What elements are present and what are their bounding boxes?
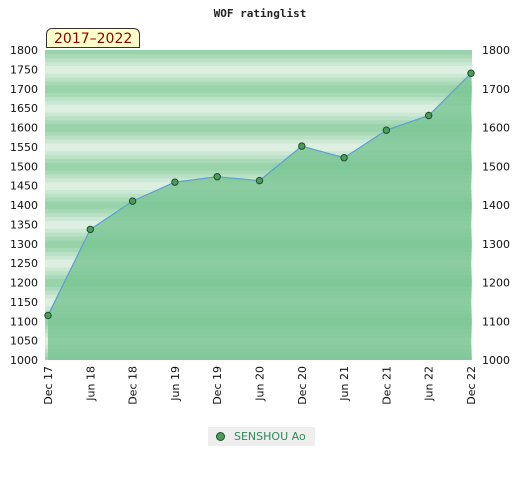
period-label: 2017–2022	[46, 28, 141, 48]
background-band	[45, 57, 472, 63]
x-tick-label: Jun 22	[423, 366, 436, 402]
background-band	[45, 104, 472, 109]
background-band	[45, 84, 472, 90]
left-tick-label: 1750	[10, 63, 38, 76]
x-tick-label: Dec 18	[127, 366, 140, 405]
data-point	[171, 178, 179, 186]
x-tick-label: Jun 20	[254, 366, 267, 402]
data-point	[128, 197, 137, 205]
right-tick-label: 1000	[482, 354, 510, 367]
left-axis: 1000 1050 1100 1150 1200 1250 1300 1350 1400 1450…	[10, 44, 38, 367]
background-band	[45, 53, 472, 59]
background-band	[45, 61, 472, 66]
right-axis: 1000 1100 1200 1300 1400 1500 1600 1700 1800	[482, 44, 510, 367]
legend-series-label: SENSHOU Ao	[234, 430, 306, 443]
x-tick-label: Jun 21	[338, 366, 351, 402]
data-point	[213, 173, 221, 181]
left-tick-label: 1500	[10, 160, 38, 173]
background-band	[45, 65, 472, 70]
background-band	[45, 139, 472, 144]
right-tick-label: 1700	[482, 83, 510, 96]
chart-title: WOF ratinglist	[214, 7, 307, 20]
data-point	[467, 69, 475, 77]
left-tick-label: 1350	[10, 218, 38, 231]
x-tick-label: Dec 19	[211, 366, 224, 405]
background-band	[45, 166, 472, 171]
background-band	[45, 154, 472, 159]
left-tick-label: 1550	[10, 141, 38, 154]
legend-marker-icon	[216, 432, 225, 441]
right-tick-label: 1400	[482, 199, 510, 212]
background-band	[45, 135, 472, 140]
data-points	[44, 69, 475, 320]
data-point	[44, 311, 52, 320]
left-tick-label: 1650	[10, 102, 38, 115]
right-tick-label: 1100	[482, 315, 510, 328]
x-tick-label: Jun 19	[169, 366, 182, 402]
right-tick-label: 1200	[482, 277, 510, 290]
x-axis: Dec 17 Jun 18 Dec 18 Jun 19 Dec 19 Jun 20 Dec …	[42, 366, 478, 405]
background-band	[45, 81, 472, 86]
data-point	[340, 154, 348, 162]
background-band	[45, 50, 472, 55]
background-band	[45, 174, 472, 179]
background-band	[45, 100, 472, 105]
background-band	[45, 88, 472, 94]
background-band	[45, 146, 472, 152]
left-tick-label: 1150	[10, 296, 38, 309]
background-band	[45, 162, 472, 167]
right-tick-label: 1300	[482, 238, 510, 251]
background-band	[45, 158, 472, 163]
data-point	[86, 225, 95, 234]
background-band	[45, 150, 472, 156]
background-band	[45, 108, 472, 113]
left-tick-label: 1050	[10, 335, 38, 348]
background-band	[45, 115, 472, 121]
background-band	[45, 112, 472, 117]
background-band	[45, 170, 472, 175]
left-tick-label: 1700	[10, 83, 38, 96]
background-band	[45, 96, 472, 101]
left-tick-label: 1450	[10, 180, 38, 193]
right-tick-label: 1600	[482, 122, 510, 135]
background-band	[45, 143, 472, 148]
background-band	[45, 77, 472, 82]
x-tick-label: Dec 22	[465, 366, 478, 405]
legend[interactable]: SENSHOU Ao	[208, 427, 315, 446]
data-point	[425, 111, 433, 120]
background-band	[45, 123, 472, 128]
rating-area	[48, 73, 471, 360]
left-tick-label: 1000	[10, 354, 38, 367]
data-point	[298, 142, 306, 150]
right-tick-label: 1800	[482, 44, 510, 57]
background-band	[45, 127, 472, 132]
data-point	[382, 126, 391, 134]
left-tick-label: 1100	[10, 315, 38, 328]
left-tick-label: 1200	[10, 277, 38, 290]
background-band	[45, 73, 472, 78]
x-tick-label: Jun 18	[84, 366, 97, 402]
left-tick-label: 1600	[10, 122, 38, 135]
left-tick-label: 1250	[10, 257, 38, 270]
right-tick-label: 1500	[482, 160, 510, 173]
data-point	[255, 176, 264, 185]
x-tick-label: Dec 17	[42, 366, 55, 405]
background-band	[45, 131, 472, 136]
background-band	[45, 119, 472, 125]
background-band	[45, 92, 472, 97]
left-tick-label: 1300	[10, 238, 38, 251]
left-tick-label: 1800	[10, 44, 38, 57]
x-tick-label: Dec 21	[380, 366, 393, 405]
x-tick-label: Dec 20	[296, 366, 309, 405]
background-band	[45, 69, 472, 74]
left-tick-label: 1400	[10, 199, 38, 212]
